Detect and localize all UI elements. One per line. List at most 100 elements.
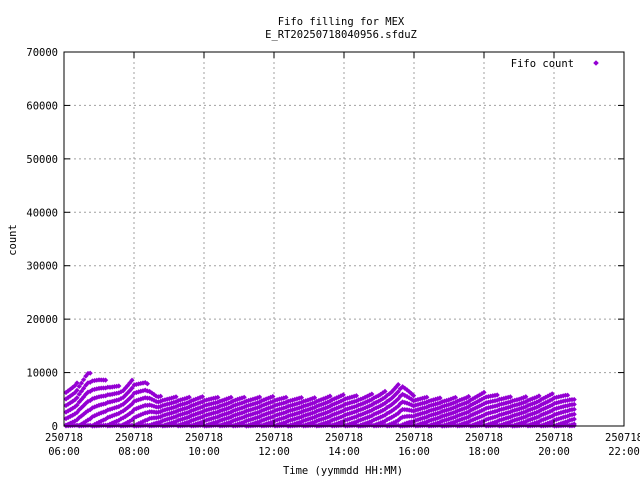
data-point [532,405,538,411]
data-point [474,409,480,416]
data-point [452,409,458,415]
data-point [270,393,276,400]
data-point [444,402,450,408]
data-point [215,404,221,410]
data-point [290,397,296,403]
data-point [386,415,392,422]
data-point [483,394,489,400]
data-point [107,399,113,405]
data-point [290,402,296,408]
data-point [411,398,417,404]
data-point [254,419,260,426]
data-point [136,405,142,411]
data-point [384,398,390,404]
data-point [292,406,298,412]
x-tick-label-time: 16:00 [398,446,430,458]
data-point [138,412,144,418]
data-point [301,413,307,419]
data-point [336,415,342,421]
data-point [571,416,577,422]
data-point [455,408,461,414]
data-point [430,397,436,403]
data-point [479,419,485,425]
data-point [228,409,234,415]
data-point [466,399,472,405]
data-point [301,408,307,414]
y-tick-label: 50000 [26,154,58,166]
data-point [446,402,452,408]
data-point [268,394,274,400]
data-point [565,403,571,409]
data-point [248,407,254,413]
data-point [406,395,412,401]
data-point [547,419,553,426]
data-point [230,418,236,424]
data-point [446,416,452,422]
data-point [74,395,80,401]
data-point [408,391,414,397]
data-point [334,405,340,411]
data-point [441,408,447,414]
data-point [532,415,538,421]
data-point [461,405,467,412]
data-point [257,394,263,400]
data-point [340,397,346,403]
data-point [554,394,560,400]
data-point [177,397,183,403]
data-point [309,410,315,416]
data-point [127,380,133,386]
data-point [512,412,518,418]
data-point [142,387,148,393]
data-point [549,422,555,428]
data-point [158,393,164,399]
data-point [309,400,315,406]
data-point [180,411,186,417]
data-point [298,419,304,425]
x-tick-label-date: 250718 [605,432,640,444]
data-point [490,398,496,404]
data-point [136,381,142,387]
data-point [512,417,518,423]
data-point [318,402,324,408]
data-point [125,382,131,389]
data-point [193,416,199,422]
data-point [347,416,353,422]
data-point [314,403,320,409]
data-point [501,400,507,407]
data-point [142,395,148,401]
data-point [171,409,177,415]
data-point [182,405,188,412]
data-point [556,405,562,411]
data-point [395,422,401,428]
data-point [556,410,562,416]
data-point [367,403,373,409]
data-point [239,420,245,426]
data-point [285,413,291,419]
data-point [353,419,359,425]
data-point [208,411,214,417]
data-point [384,404,390,410]
data-point [122,406,128,412]
data-point [241,404,247,410]
data-point [230,398,236,404]
data-point [323,405,329,411]
data-point [567,412,573,418]
data-point [565,397,571,404]
data-point [342,406,348,413]
data-point [547,408,553,415]
data-point [241,409,247,415]
data-point [428,397,434,404]
data-point [543,410,549,416]
data-point [208,396,214,402]
data-point [162,417,168,423]
data-point [452,399,458,405]
data-point [384,416,390,423]
data-point [521,399,527,406]
data-point [466,422,472,428]
data-point [545,409,551,416]
data-point [312,395,318,401]
data-point [98,418,104,424]
data-point [217,403,223,409]
data-point [83,400,89,406]
data-point [149,390,155,396]
